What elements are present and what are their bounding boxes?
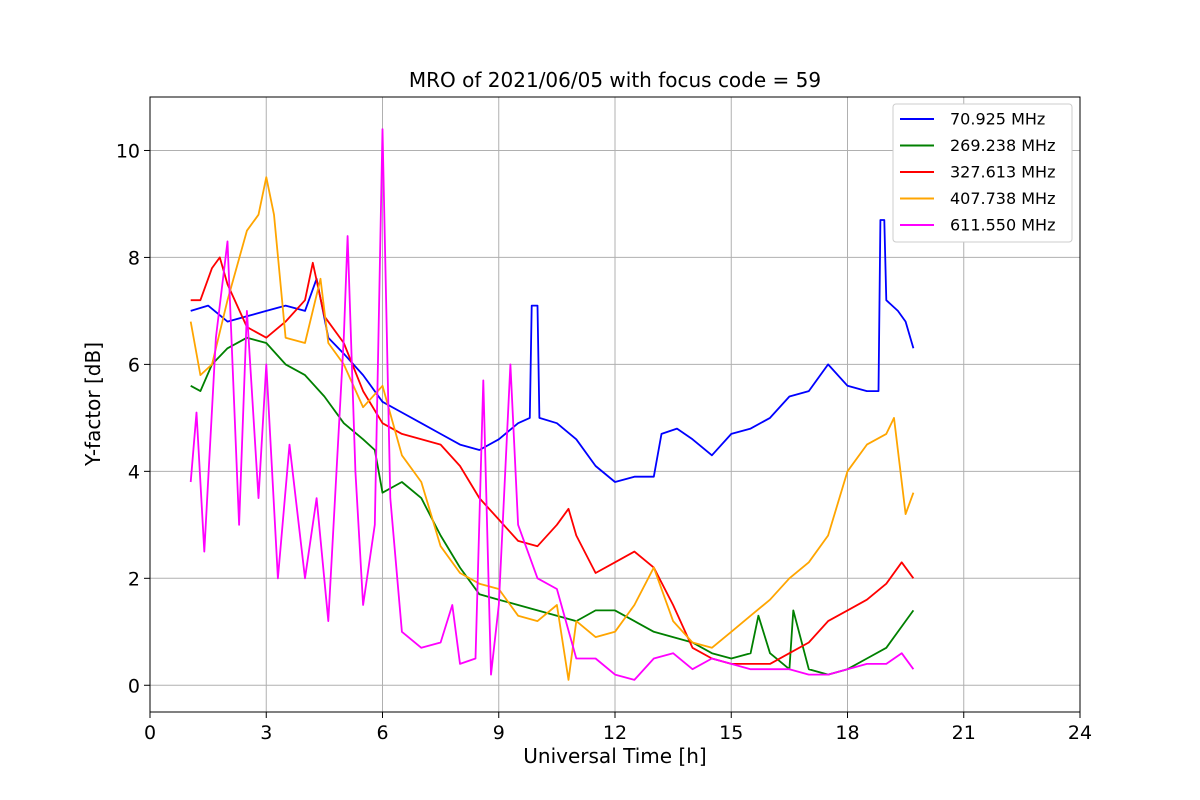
y-tick-label: 2 bbox=[128, 568, 140, 590]
y-tick-label: 6 bbox=[128, 354, 140, 376]
x-tick-label: 3 bbox=[260, 722, 272, 744]
x-tick-label: 9 bbox=[493, 722, 505, 744]
legend-label: 327.613 MHz bbox=[950, 163, 1055, 182]
series-layer bbox=[189, 128, 915, 681]
series-line-1 bbox=[190, 219, 915, 483]
y-axis-label: Y-factor [dB] bbox=[81, 342, 105, 467]
x-tick-label: 21 bbox=[952, 722, 976, 744]
y-tick-label: 0 bbox=[128, 675, 140, 697]
series-line-3 bbox=[190, 256, 915, 665]
series-line-4 bbox=[189, 176, 915, 681]
series-line-5 bbox=[189, 128, 915, 681]
legend-box bbox=[892, 103, 1073, 243]
legend-label: 611.550 MHz bbox=[950, 216, 1055, 235]
series-line-2 bbox=[190, 336, 915, 676]
x-tick-label: 6 bbox=[376, 722, 388, 744]
legend: 70.925 MHz 269.238 MHz 327.613 MHz 407.738 … bbox=[892, 103, 1073, 243]
legend-label: 407.738 MHz bbox=[950, 189, 1055, 208]
x-tick-label: 0 bbox=[144, 722, 156, 744]
x-tick-label: 18 bbox=[835, 722, 859, 744]
x-tick-label: 24 bbox=[1068, 722, 1092, 744]
chart-title: MRO of 2021/06/05 with focus code = 59 bbox=[409, 68, 821, 92]
x-axis-label: Universal Time [h] bbox=[523, 744, 706, 768]
x-tick-label: 15 bbox=[719, 722, 743, 744]
x-tick-label: 12 bbox=[603, 722, 627, 744]
legend-label: 70.925 MHz bbox=[950, 110, 1045, 129]
y-tick-label: 4 bbox=[128, 461, 140, 483]
y-tick-label: 8 bbox=[128, 247, 140, 269]
legend-label: 269.238 MHz bbox=[950, 136, 1055, 155]
legend-items: 70.925 MHz 269.238 MHz 327.613 MHz 407.738 … bbox=[900, 110, 1055, 235]
y-tick-label: 10 bbox=[116, 140, 140, 162]
